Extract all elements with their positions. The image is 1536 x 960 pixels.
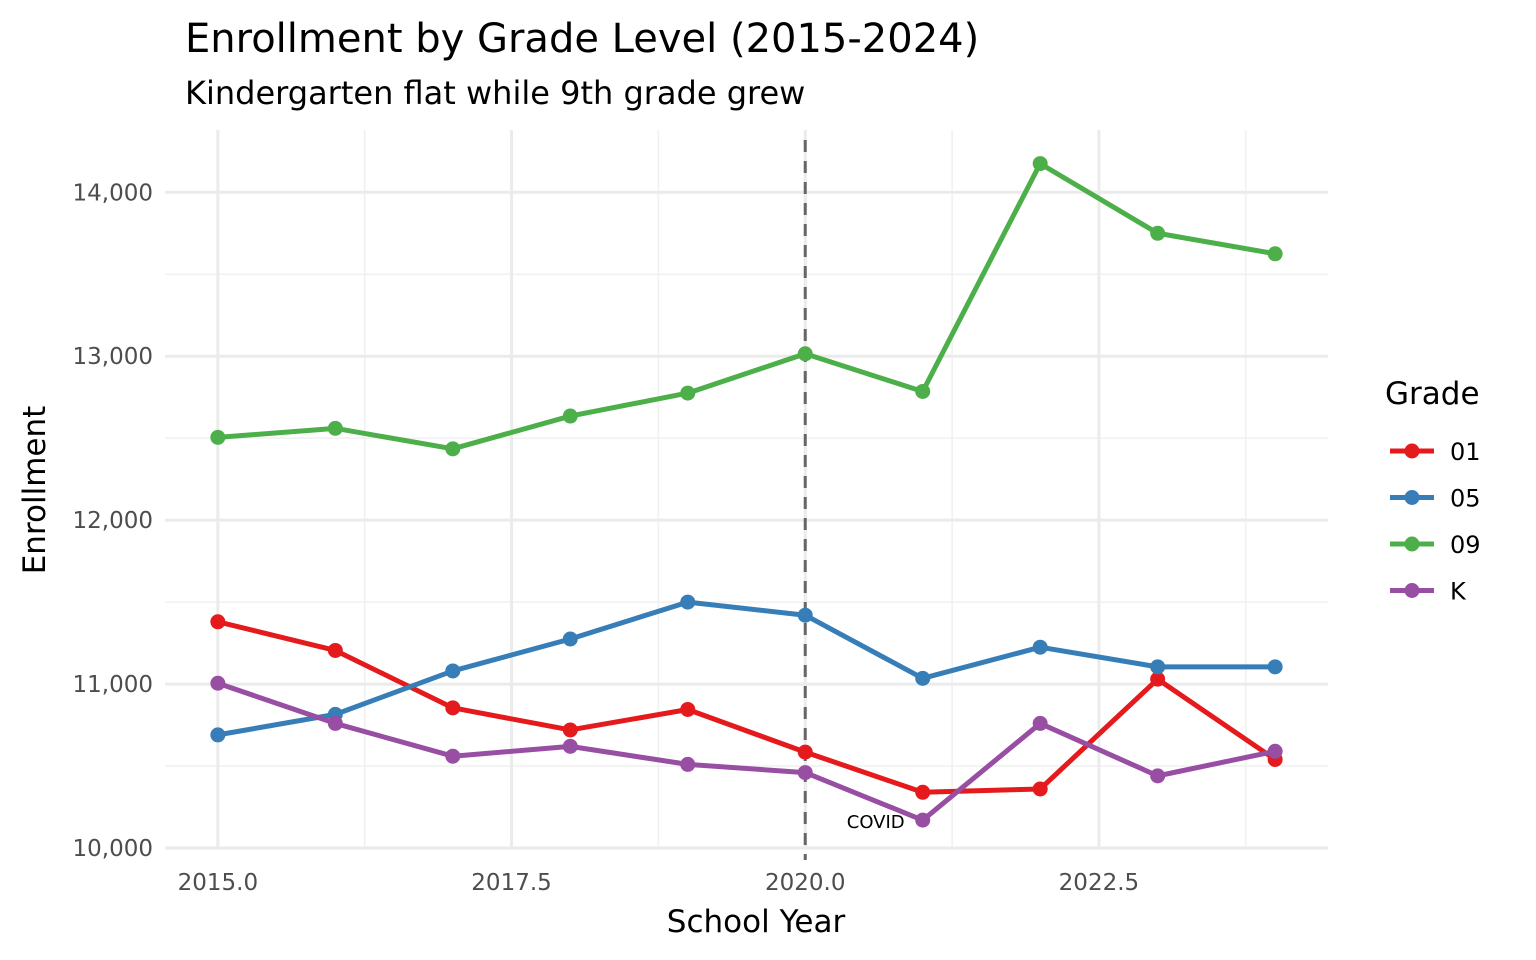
data-point xyxy=(445,748,461,764)
data-point xyxy=(1267,659,1283,675)
data-point xyxy=(915,812,931,828)
data-point xyxy=(915,670,931,686)
data-point xyxy=(445,663,461,679)
data-point xyxy=(210,614,226,630)
data-point xyxy=(327,420,343,436)
legend-label: 01 xyxy=(1450,438,1481,466)
legend-item-K: K xyxy=(1390,578,1467,606)
data-point xyxy=(1032,781,1048,797)
y-tick-label: 11,000 xyxy=(73,672,153,698)
x-tick-label: 2017.5 xyxy=(471,870,551,896)
legend-point xyxy=(1404,583,1420,598)
data-point xyxy=(1150,768,1166,784)
data-point xyxy=(445,441,461,457)
data-point xyxy=(915,383,931,399)
covid-annotation: COVID xyxy=(847,812,905,833)
series-line xyxy=(217,680,1276,823)
data-point xyxy=(1032,156,1048,172)
data-point xyxy=(797,765,813,781)
data-point xyxy=(915,784,931,800)
data-point xyxy=(1150,225,1166,241)
data-point xyxy=(797,607,813,623)
data-point xyxy=(562,408,578,424)
legend: Grade 01 05 09 K xyxy=(1385,376,1481,606)
legend-point xyxy=(1404,443,1420,459)
data-point xyxy=(1267,743,1283,759)
series-line xyxy=(217,161,1276,452)
series-line xyxy=(217,619,1277,795)
x-axis-label: School Year xyxy=(667,904,846,940)
x-tick-label: 2020.0 xyxy=(765,870,845,896)
data-point xyxy=(1267,246,1283,262)
data-point xyxy=(680,385,696,401)
series-K xyxy=(210,675,1283,828)
data-point xyxy=(680,594,696,610)
data-point xyxy=(680,701,696,717)
legend-item-01: 01 xyxy=(1390,438,1481,466)
data-point xyxy=(1150,671,1166,687)
data-point xyxy=(327,715,343,731)
legend-item-05: 05 xyxy=(1390,485,1481,513)
legend-point xyxy=(1404,490,1420,505)
data-point xyxy=(210,727,226,743)
legend-point xyxy=(1404,536,1420,552)
data-point xyxy=(1150,659,1166,675)
data-point xyxy=(562,722,578,738)
legend-label: 09 xyxy=(1450,531,1481,559)
chart-subtitle: Kindergarten flat while 9th grade grew xyxy=(185,74,805,112)
y-tick-label: 14,000 xyxy=(73,180,153,206)
data-point xyxy=(797,346,813,362)
data-point xyxy=(1032,715,1048,731)
y-axis-label: Enrollment xyxy=(17,406,53,575)
series-01 xyxy=(210,614,1283,800)
y-tick-label: 13,000 xyxy=(73,344,153,370)
data-point xyxy=(797,744,813,760)
legend-title: Grade xyxy=(1385,376,1480,412)
y-tick-label: 10,000 xyxy=(73,836,153,862)
tick-labels: 2015.0 2017.5 2020.0 2022.5 10,000 11,000 12,0… xyxy=(73,180,1140,896)
data-point xyxy=(445,700,461,716)
series-09 xyxy=(210,156,1283,457)
data-point xyxy=(327,642,343,658)
series-line xyxy=(217,599,1276,738)
y-tick-label: 12,000 xyxy=(73,508,153,534)
data-point xyxy=(680,756,696,772)
series-group xyxy=(210,156,1283,828)
data-point xyxy=(210,675,226,691)
chart-title: Enrollment by Grade Level (2015-2024) xyxy=(185,16,979,62)
x-tick-label: 2015.0 xyxy=(178,870,258,896)
data-point xyxy=(562,631,578,647)
data-point xyxy=(562,738,578,754)
series-05 xyxy=(210,594,1283,743)
legend-item-09: 09 xyxy=(1390,531,1481,559)
legend-label: 05 xyxy=(1450,485,1481,513)
data-point xyxy=(210,429,226,445)
data-point xyxy=(1032,639,1048,655)
x-tick-label: 2022.5 xyxy=(1059,870,1139,896)
legend-label: K xyxy=(1450,578,1467,606)
